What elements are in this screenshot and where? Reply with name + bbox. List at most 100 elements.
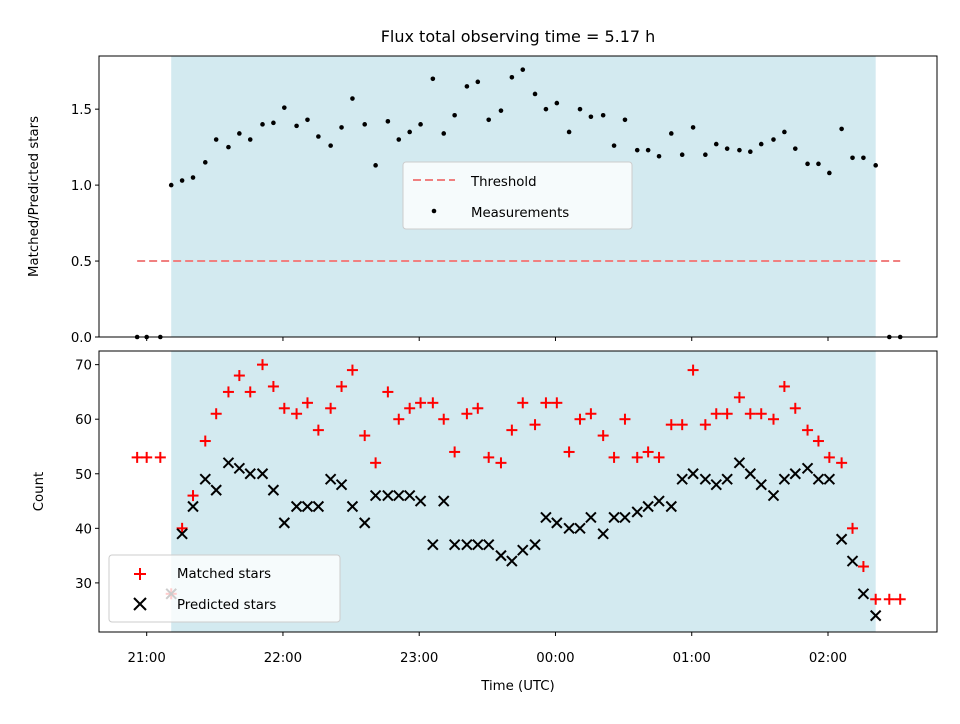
predicted-stars-point	[846, 555, 859, 567]
measurements-point	[703, 152, 708, 158]
matched-stars-point	[540, 397, 552, 409]
measurements-point	[690, 125, 696, 130]
predicted-stars-point	[359, 517, 371, 529]
ratio-x-ticks	[146, 337, 829, 341]
measurements-point	[362, 122, 368, 127]
predicted-stars-point	[687, 468, 699, 480]
predicted-stars-point	[801, 462, 814, 475]
predicted-stars-point	[382, 489, 394, 502]
measurements-point	[190, 175, 196, 180]
matched-stars-point	[278, 402, 290, 414]
y-tick-label: 50	[75, 468, 92, 483]
predicted-stars-point	[574, 522, 586, 535]
count-y-axis-label: Count	[32, 472, 47, 512]
measurements-point	[873, 163, 878, 168]
y-tick-label: 60	[75, 413, 92, 428]
x-tick-label: 00:00	[536, 651, 574, 666]
predicted-stars-point	[233, 462, 246, 475]
matched-stars-point	[517, 397, 529, 409]
ratio-panel-frame	[98, 55, 938, 338]
predicted-stars-point	[585, 511, 597, 524]
matched-stars-point	[506, 424, 518, 436]
matched-stars-point	[495, 457, 507, 469]
predicted-stars-point	[324, 473, 337, 485]
predicted-stars-point	[733, 457, 746, 469]
matched-stars-point	[721, 408, 733, 420]
measurements-point	[407, 129, 412, 135]
measurements-point	[543, 106, 549, 112]
matched-stars-point	[733, 391, 745, 403]
count-x-axis: 21:00 22:00 23:00 00:00 01:00 02:00	[128, 632, 847, 666]
matched-stars-point	[894, 593, 906, 605]
matched-stars-point	[427, 397, 439, 409]
predicted-stars-point	[256, 468, 269, 480]
predicted-stars-point	[631, 506, 643, 518]
measurements-point	[600, 112, 606, 118]
matched-stars-point	[222, 386, 234, 398]
count-legend-box	[108, 554, 341, 623]
matched-stars-point	[857, 561, 869, 573]
measurements-point	[850, 155, 855, 161]
predicted-stars-point	[529, 538, 541, 551]
measurements-point	[260, 122, 265, 127]
matched-stars-point	[267, 380, 279, 392]
predicted-stars-point	[244, 468, 256, 480]
predicted-stars-point	[335, 478, 348, 491]
measurements-point	[792, 146, 798, 151]
y-tick-label: 30	[75, 577, 92, 592]
count-legend: Matched stars Predicted stars	[108, 554, 341, 623]
measurements-point	[202, 160, 208, 165]
matched-stars-point	[370, 457, 382, 469]
matched-stars-point	[836, 457, 848, 469]
ratio-legend: Threshold Measurements	[402, 161, 633, 230]
measurements-point	[282, 105, 287, 110]
measurements-point	[305, 117, 310, 123]
measurements-point	[486, 117, 492, 123]
predicted-stars-point	[619, 511, 631, 524]
legend-measurements-label: Measurements	[471, 206, 569, 221]
y-tick-label: 70	[75, 359, 92, 374]
measurements-point	[316, 134, 321, 139]
y-tick-label: 1.5	[71, 103, 92, 118]
matched-stars-point	[883, 593, 895, 605]
predicted-stars-point	[312, 500, 325, 513]
matched-stars-point	[755, 408, 767, 420]
measurements-point	[771, 137, 776, 142]
matched-stars-point	[710, 408, 722, 420]
predicted-stars-point	[438, 495, 450, 507]
matched-stars-point	[574, 413, 586, 425]
matched-stars-point	[767, 413, 779, 425]
measurements-point	[611, 143, 617, 148]
matched-stars-point	[359, 430, 371, 442]
legend-threshold-label: Threshold	[470, 175, 537, 190]
x-tick-label: 01:00	[673, 651, 711, 666]
ratio-panel: 0.0 0.5 1.0 1.5 Matched/Predicted stars Thr…	[27, 55, 938, 346]
matched-stars-point	[210, 408, 222, 420]
legend-measurements-swatch	[431, 208, 437, 214]
x-tick-label: 22:00	[264, 651, 302, 666]
predicted-stars-point	[642, 500, 654, 513]
matched-stars-point	[551, 397, 563, 409]
y-tick-label: 0.5	[71, 255, 92, 270]
matched-stars-point	[744, 408, 756, 420]
measurements-point	[839, 126, 844, 132]
matched-stars-point	[199, 435, 211, 447]
predicted-stars-point	[665, 500, 677, 513]
matched-stars-point	[415, 397, 427, 409]
measurements-point	[237, 131, 242, 136]
predicted-stars-point	[540, 511, 552, 524]
matched-stars-point	[699, 419, 711, 431]
measurements-point	[782, 129, 787, 135]
measurements-point	[179, 178, 185, 183]
matched-stars-point	[802, 424, 814, 436]
predicted-stars-point	[448, 538, 461, 551]
count-y-axis: 30 40 50 60 70	[75, 359, 99, 592]
matched-stars-point	[529, 419, 541, 431]
measurements-point	[271, 120, 276, 126]
predicted-stars-point	[857, 588, 870, 600]
y-tick-label: 1.0	[71, 179, 92, 194]
predicted-stars-point	[506, 555, 518, 567]
chart-title: Flux total observing time = 5.17 h	[381, 27, 656, 46]
measurements-point	[213, 137, 219, 142]
